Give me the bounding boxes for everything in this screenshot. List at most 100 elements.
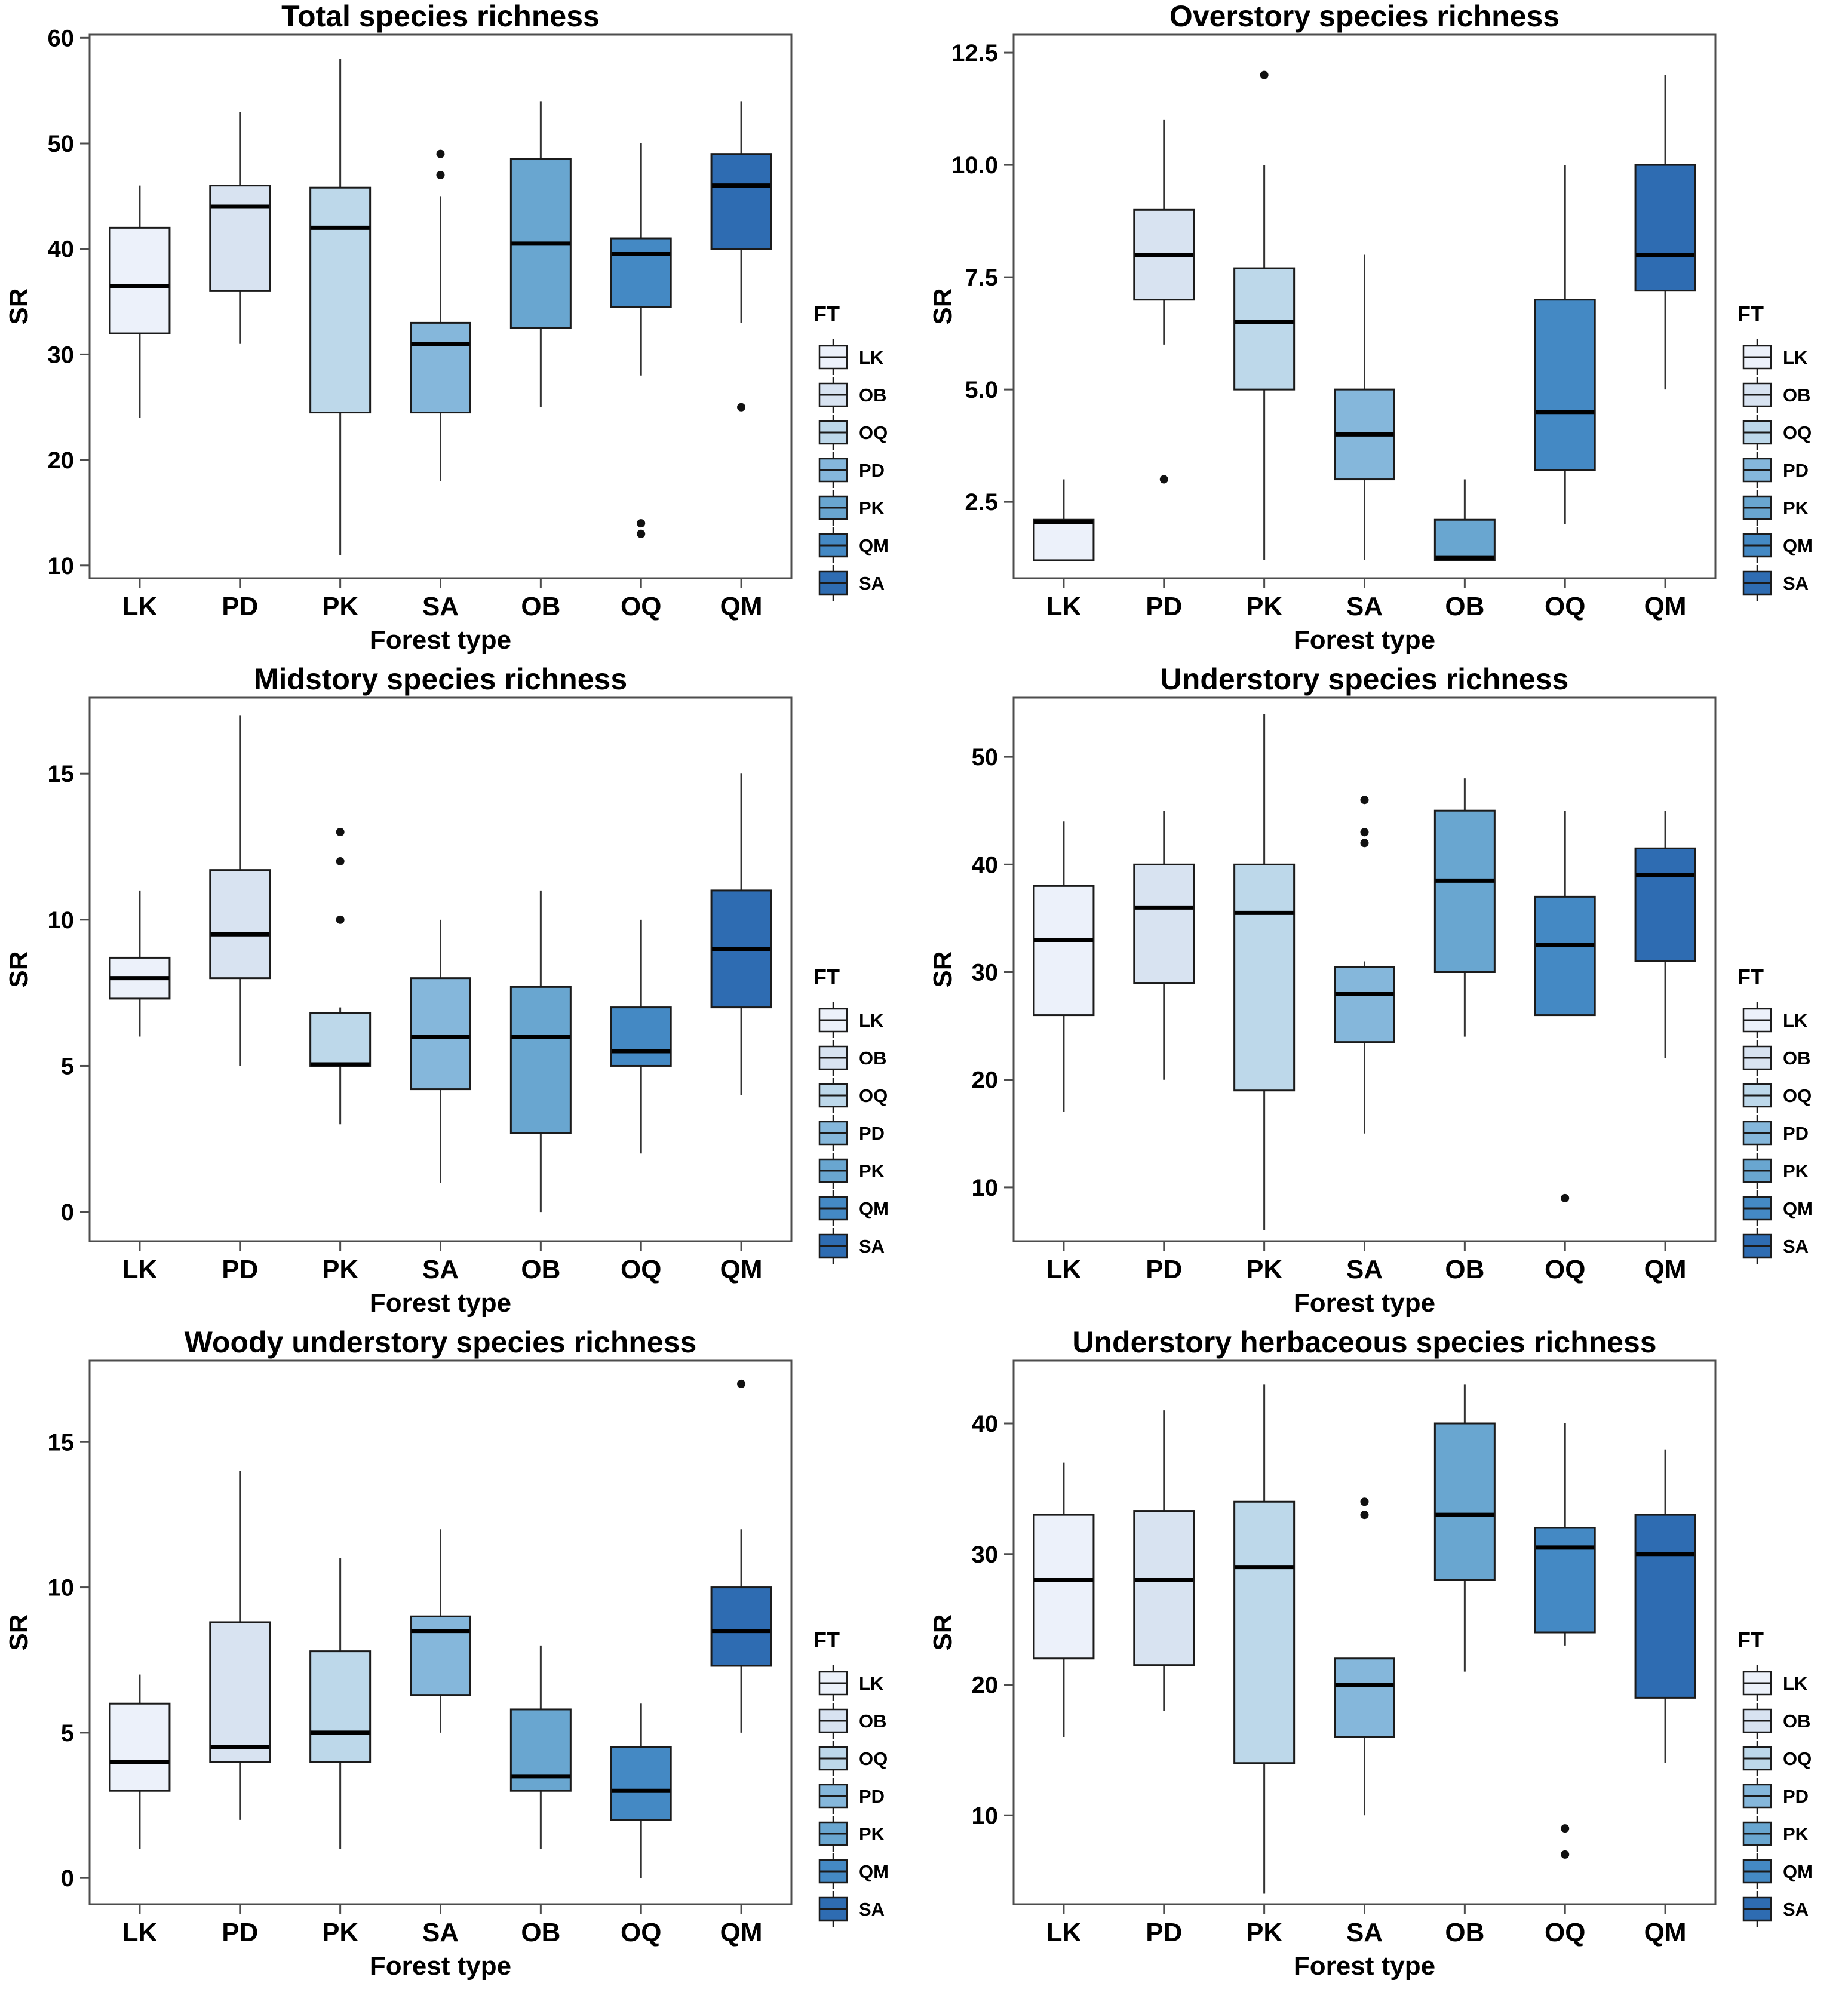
iqr-box — [1033, 885, 1095, 1017]
outlier-dot — [1561, 1824, 1570, 1833]
x-tick-label: QM — [1644, 592, 1687, 621]
x-tick-label: QM — [1644, 1918, 1687, 1947]
x-tick-label: QM — [720, 1255, 763, 1284]
legend-label: OQ — [1783, 1748, 1812, 1769]
box-LK — [1033, 821, 1095, 1112]
box-PK — [1233, 70, 1296, 560]
legend-label: OB — [859, 1711, 887, 1732]
legend-label: PD — [859, 460, 885, 481]
x-tick-label: LK — [122, 1918, 158, 1947]
box-OQ — [610, 1703, 672, 1878]
legend-label: OQ — [859, 1085, 888, 1106]
x-tick-label: SA — [1346, 1918, 1383, 1947]
legend-item-QM: QM — [1742, 1853, 1813, 1889]
panel-title: Woody understory species richness — [185, 1326, 697, 1359]
legend-item-PD: PD — [818, 452, 885, 488]
y-tick-label: 40 — [972, 852, 999, 878]
x-tick-label: QM — [720, 1918, 763, 1947]
box-LK — [1033, 1462, 1095, 1737]
iqr-box — [1534, 299, 1596, 472]
legend-item-PD: PD — [1742, 1115, 1809, 1151]
x-tick-label: OB — [1445, 1255, 1484, 1284]
legend-item-LK: LK — [818, 1665, 884, 1701]
x-tick-label: SA — [422, 592, 459, 621]
box-PK — [1233, 1384, 1296, 1894]
legend-label: SA — [859, 573, 885, 594]
legend-label: LK — [1783, 347, 1808, 368]
x-axis-label: Forest type — [370, 1951, 511, 1981]
legend-label: OQ — [859, 1748, 888, 1769]
x-tick-label: OQ — [621, 592, 661, 621]
box-QM — [710, 774, 772, 1095]
legend-label: PD — [859, 1786, 885, 1807]
box-QM — [1634, 75, 1696, 390]
legend: FT LK OB OQ PD PK QM SA — [814, 965, 889, 1264]
outlier-dot — [1360, 828, 1369, 837]
outlier-dot — [1561, 1193, 1570, 1202]
legend-item-LK: LK — [818, 1002, 884, 1038]
iqr-box — [1033, 518, 1095, 561]
legend-item-QM: QM — [818, 1853, 889, 1889]
y-tick-label: 10 — [48, 1575, 75, 1601]
outlier-dot — [637, 519, 646, 528]
boxplot-svg: Understory herbaceous species richness 10… — [928, 1326, 1813, 1981]
box-PK — [1233, 714, 1296, 1230]
x-tick-label: PK — [322, 1918, 358, 1947]
legend-label: LK — [859, 1673, 884, 1694]
legend-label: SA — [1783, 1899, 1809, 1920]
legend-item-PK: PK — [818, 1153, 885, 1189]
legend-item-QM: QM — [1742, 527, 1813, 563]
legend-label: QM — [1783, 1861, 1813, 1882]
boxplot-svg: Total species richness 10 20 30 40 50 60 LK PD PK… — [4, 0, 889, 655]
box-QM — [1634, 811, 1696, 1058]
outlier-dot — [1360, 1497, 1369, 1506]
x-axis-label: Forest type — [1294, 1288, 1435, 1318]
iqr-box — [1334, 1658, 1395, 1738]
legend-label: PK — [859, 1824, 885, 1844]
legend-item-PK: PK — [1742, 1816, 1809, 1852]
box-SA — [1334, 1497, 1395, 1816]
y-tick-label: 60 — [48, 25, 75, 51]
x-tick-label: PD — [1146, 592, 1182, 621]
x-tick-label: LK — [122, 1255, 158, 1284]
x-axis-label: Forest type — [1294, 625, 1435, 655]
legend-item-OB: OB — [818, 377, 887, 413]
legend-label: LK — [859, 347, 884, 368]
iqr-box — [1634, 1514, 1696, 1699]
outlier-dot — [1360, 839, 1369, 848]
x-tick-label: OQ — [1545, 592, 1585, 621]
legend-label: PK — [1783, 1824, 1809, 1844]
box-SA — [1334, 254, 1395, 560]
boxplot-svg: Midstory species richness 0 5 10 15 LK PD PK SA O… — [4, 663, 889, 1318]
y-tick-label: 5.0 — [965, 377, 998, 403]
legend-title: FT — [1738, 1628, 1764, 1652]
x-tick-label: PD — [222, 592, 258, 621]
box-LK — [109, 890, 171, 1037]
boxplot-svg: Woody understory species richness 0 5 10 15 L… — [4, 1326, 889, 1981]
iqr-box — [1133, 863, 1195, 984]
box-OQ — [610, 919, 672, 1154]
legend-item-QM: QM — [818, 1190, 889, 1226]
box-QM — [710, 101, 772, 412]
legend-label: QM — [859, 1198, 889, 1219]
panel-title: Midstory species richness — [254, 663, 627, 696]
box-PD — [209, 715, 271, 1066]
chart-panel: Overstory species richness 2.5 5.0 7.5 10.0 1… — [924, 0, 1848, 663]
legend-label: OB — [859, 385, 887, 406]
legend-title: FT — [814, 1628, 840, 1652]
box-PD — [1133, 1410, 1195, 1711]
legend-item-PD: PD — [1742, 452, 1809, 488]
box-PK — [309, 59, 372, 555]
iqr-box — [610, 1746, 672, 1821]
x-tick-label: PK — [322, 1255, 358, 1284]
outlier-dot — [436, 171, 445, 180]
y-axis-label: SR — [4, 1614, 33, 1650]
legend-item-SA: SA — [818, 1891, 885, 1927]
legend-item-LK: LK — [1742, 339, 1808, 375]
chart-panel: Understory species richness 10 20 30 40 50 LK P… — [924, 663, 1848, 1326]
iqr-box — [710, 153, 772, 250]
y-tick-label: 20 — [972, 1672, 999, 1699]
x-tick-label: PD — [1146, 1255, 1182, 1284]
iqr-box — [209, 1621, 271, 1763]
legend-item-SA: SA — [1742, 1891, 1809, 1927]
